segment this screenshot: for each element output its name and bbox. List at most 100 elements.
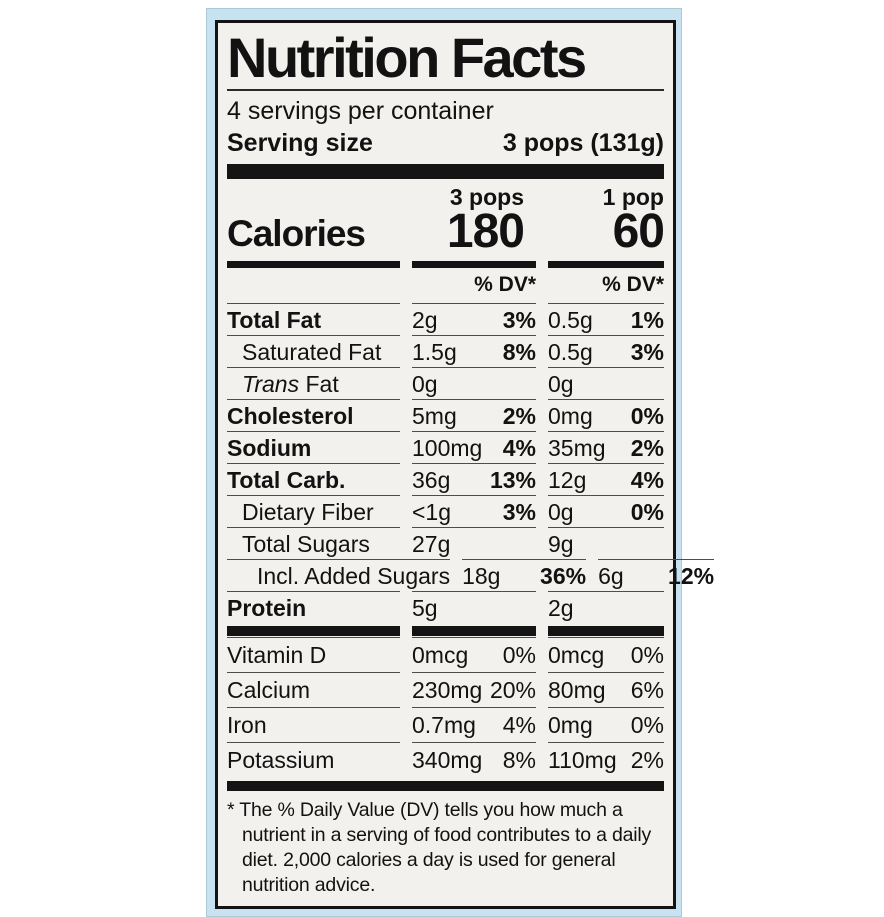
nutrient-value-cell: 5g (412, 591, 536, 624)
nutrient-amount: 5g (412, 594, 438, 621)
nutrient-value-cell: 0.5g 1% (548, 303, 664, 336)
nutrient-daily-value: 0% (630, 498, 664, 525)
nutrient-name-cell: Total Carb. (227, 463, 400, 496)
nutrient-daily-value: 3% (502, 306, 536, 333)
calories-value-1pop: 60 (612, 205, 665, 259)
nutrient-daily-value: 2% (630, 747, 664, 774)
nutrient-row: Cholesterol 5mg 2% 0mg 0% (227, 399, 664, 432)
nutrient-daily-value: 0% (630, 642, 664, 669)
nutrient-row: Total Fat 2g 3% 0.5g 1% (227, 303, 664, 336)
nutrient-value-cell: 0mg 0% (548, 399, 664, 432)
nutrient-value-cell: 1.5g 8% (412, 335, 536, 368)
nutrient-name-cell: Saturated Fat (227, 335, 400, 368)
nutrient-name: Protein (227, 594, 307, 621)
nutrient-amount: 2g (412, 306, 438, 333)
nutrient-name: Trans Fat (242, 370, 339, 397)
nutrient-daily-value: 3% (630, 338, 664, 365)
nutrient-amount: 12g (548, 466, 587, 493)
nutrient-amount: <1g (412, 498, 452, 525)
divider-segment (548, 625, 664, 636)
nutrient-daily-value: 0% (630, 402, 664, 429)
nutrient-name-cell: Vitamin D (227, 637, 400, 673)
nutrient-value-cell: 12g 4% (548, 463, 664, 496)
nutrient-rows-section: Total Fat 2g 3% 0.5g 1% Saturated Fat 1.5g 8% 0.… (227, 303, 715, 624)
nutrient-value-cell: 35mg 2% (548, 431, 664, 464)
nutrient-name-cell: Cholesterol (227, 399, 400, 432)
servings-per-container: 4 servings per container (227, 97, 494, 126)
nutrient-value-cell: 0.7mg 4% (412, 707, 536, 743)
nutrient-daily-value: 4% (502, 434, 536, 461)
nutrient-row: Protein 5g 2g (227, 591, 664, 624)
nutrient-amount: 100mg (412, 434, 483, 461)
nutrient-value-cell: 80mg 6% (548, 672, 664, 708)
nutrient-value-cell: 0.5g 3% (548, 335, 664, 368)
nutrient-amount: 110mg (548, 747, 617, 774)
nutrient-name: Total Carb. (227, 466, 346, 493)
column-header-1pop: 1 pop (602, 184, 664, 211)
nutrient-name-cell: Potassium (227, 742, 400, 778)
vitamin-row: Iron 0.7mg 4% 0mg 0% (227, 707, 664, 743)
nutrient-value-cell: 2g (548, 591, 664, 624)
nutrient-name: Incl. Added Sugars (257, 562, 451, 589)
nutrient-daily-value: 4% (630, 466, 664, 493)
calories-row: Calories 180 60 (227, 205, 665, 259)
calories-label: Calories (227, 212, 366, 254)
nutrient-value-cell: 2g 3% (412, 303, 536, 336)
nutrient-daily-value: 4% (502, 712, 536, 739)
nutrient-value-cell: 9g (548, 527, 664, 560)
nutrient-name: Total Sugars (242, 530, 370, 557)
nutrient-value-cell: 0g (548, 367, 664, 400)
nutrient-daily-value: 2% (630, 434, 664, 461)
vitamin-row: Calcium 230mg 20% 80mg 6% (227, 672, 664, 708)
nutrient-amount: 18g (462, 562, 501, 589)
column-header-row: 3 pops 1 pop (227, 185, 664, 210)
nutrient-daily-value: 0% (502, 642, 536, 669)
nutrient-daily-value: 1% (630, 306, 664, 333)
nutrient-amount: 36g (412, 466, 451, 493)
product-package-background: Nutrition Facts 4 servings per container… (206, 8, 715, 917)
nutrient-name: Sodium (227, 434, 312, 461)
nutrient-row: Total Sugars 27g 9g (227, 527, 664, 560)
section-divider-thick (227, 164, 664, 180)
nutrient-value-cell: 0mcg 0% (412, 637, 536, 673)
nutrient-name: Potassium (227, 747, 335, 774)
nutrient-value-cell: <1g 3% (412, 495, 536, 528)
nutrient-amount: 0mcg (412, 642, 469, 669)
nutrient-amount: 35mg (548, 434, 606, 461)
nutrient-value-cell: 5mg 2% (412, 399, 536, 432)
nutrient-value-cell: 0g 0% (548, 495, 664, 528)
nutrient-value-cell: 6g 12% (598, 559, 715, 592)
nutrient-name-cell: Iron (227, 707, 400, 743)
nutrition-facts-label: Nutrition Facts 4 servings per container… (215, 20, 715, 909)
serving-size-value: 3 pops (131g) (502, 129, 664, 158)
dv-header-1pop: % DV* (602, 272, 664, 296)
underline-bar (412, 260, 536, 268)
nutrient-amount: 0g (548, 370, 574, 397)
nutrient-value-cell: 0mcg 0% (548, 637, 664, 673)
nutrient-daily-value: 8% (502, 747, 536, 774)
nutrient-daily-value: 20% (489, 677, 536, 704)
nutrient-daily-value: 13% (489, 466, 536, 493)
nutrient-amount: 9g (548, 530, 574, 557)
nutrient-amount: 0g (548, 498, 574, 525)
nutrient-name-cell: Dietary Fiber (227, 495, 400, 528)
nutrient-value-cell: 340mg 8% (412, 742, 536, 778)
calories-underline-bars (227, 260, 664, 268)
nutrient-amount: 0mg (548, 402, 593, 429)
nutrient-name-cell: Calcium (227, 672, 400, 708)
nutrient-name: Iron (227, 712, 267, 739)
nutrient-name-cell: Total Sugars (227, 527, 400, 560)
nutrient-value-cell: 0g (412, 367, 536, 400)
nutrient-row: Incl. Added Sugars 18g 36% 6g 12% (227, 559, 715, 592)
nutrient-name: Calcium (227, 677, 311, 704)
label-title: Nutrition Facts (227, 26, 587, 89)
dv-header-3pops: % DV* (474, 272, 536, 296)
calories-value-3pops: 180 (446, 205, 525, 259)
nutrient-name-cell: Total Fat (227, 303, 400, 336)
nutrient-name: Cholesterol (227, 402, 354, 429)
column-header-3pops: 3 pops (449, 184, 524, 211)
nutrient-name: Vitamin D (227, 642, 327, 669)
vitamin-row: Potassium 340mg 8% 110mg 2% (227, 742, 664, 778)
nutrient-daily-value: 12% (668, 562, 715, 589)
title-divider (227, 89, 664, 92)
